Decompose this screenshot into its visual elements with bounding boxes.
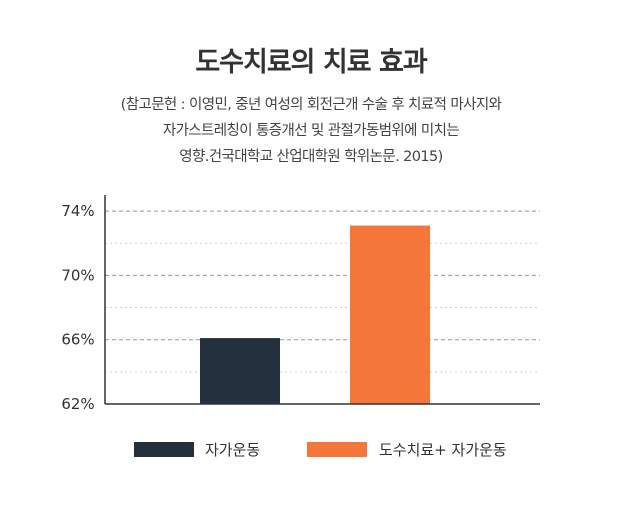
- legend-swatch-2: [307, 442, 367, 457]
- bar-2: [350, 225, 430, 404]
- legend-swatch-1: [134, 442, 194, 457]
- legend-label-1: 자가운동: [205, 441, 260, 459]
- y-tick-label: 74%: [61, 202, 94, 220]
- reference-line-3: 영향.건국대학교 산업대학원 학위논문. 2015): [179, 149, 443, 165]
- legend-label-2: 도수치료+ 자가운동: [379, 441, 507, 459]
- chart-reference: (참고문헌 : 이영민, 중년 여성의 회전근개 수술 후 치료적 마사지와 자…: [0, 92, 622, 170]
- y-tick-label: 62%: [61, 395, 94, 413]
- y-tick-label: 66%: [61, 331, 94, 349]
- reference-line-1: (참고문헌 : 이영민, 중년 여성의 회전근개 수술 후 치료적 마사지와: [120, 97, 502, 113]
- y-tick-label: 70%: [61, 266, 94, 284]
- reference-line-2: 자가스트레칭이 통증개선 및 관절가동범위에 미치는: [162, 123, 460, 139]
- bar-1: [200, 338, 280, 404]
- chart-title: 도수치료의 치료 효과: [195, 47, 427, 78]
